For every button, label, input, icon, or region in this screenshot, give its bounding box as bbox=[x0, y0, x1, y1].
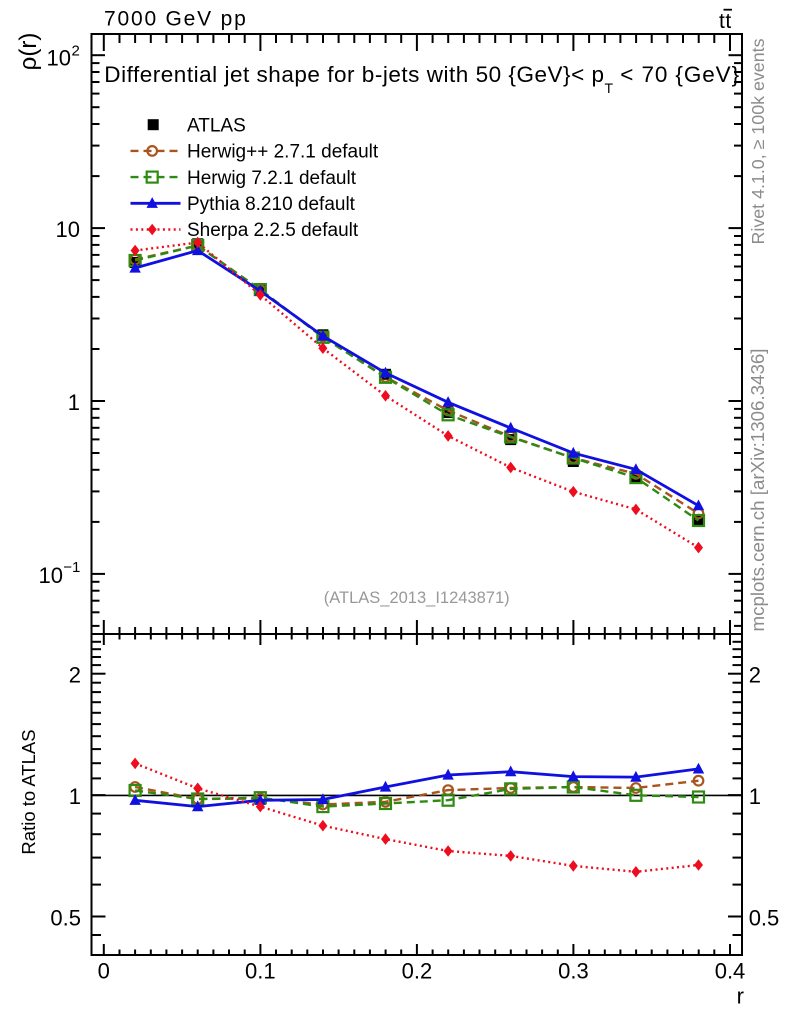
svg-text:0.3: 0.3 bbox=[558, 958, 589, 983]
svg-text:Herwig 7.2.1 default: Herwig 7.2.1 default bbox=[187, 168, 357, 189]
svg-text:10: 10 bbox=[47, 46, 71, 71]
svg-text:ρ(r): ρ(r) bbox=[15, 33, 42, 71]
svg-text:7000 GeV pp: 7000 GeV pp bbox=[104, 8, 248, 31]
svg-text:Herwig++ 2.7.1 default: Herwig++ 2.7.1 default bbox=[187, 142, 379, 163]
svg-text:0.2: 0.2 bbox=[402, 958, 433, 983]
svg-text:−1: −1 bbox=[63, 559, 80, 576]
svg-text:Ratio to ATLAS: Ratio to ATLAS bbox=[18, 729, 39, 854]
svg-text:ATLAS: ATLAS bbox=[187, 115, 246, 136]
svg-text:Rivet 4.1.0, ≥ 100k events: Rivet 4.1.0, ≥ 100k events bbox=[748, 38, 768, 244]
svg-text:tt: tt bbox=[719, 10, 732, 33]
svg-text:2: 2 bbox=[72, 43, 80, 60]
svg-text:2: 2 bbox=[749, 663, 761, 688]
svg-text:Sherpa 2.2.5 default: Sherpa 2.2.5 default bbox=[187, 220, 359, 241]
svg-text:r: r bbox=[737, 984, 744, 1009]
svg-text:0.5: 0.5 bbox=[50, 905, 81, 930]
svg-text:1: 1 bbox=[69, 784, 81, 809]
svg-text:1: 1 bbox=[68, 390, 80, 415]
svg-text:mcplots.cern.ch [arXiv:1306.34: mcplots.cern.ch [arXiv:1306.3436] bbox=[747, 349, 768, 632]
svg-text:0.5: 0.5 bbox=[749, 905, 780, 930]
svg-text:2: 2 bbox=[69, 663, 81, 688]
svg-text:0.1: 0.1 bbox=[245, 958, 276, 983]
svg-text:(ATLAS_2013_I1243871): (ATLAS_2013_I1243871) bbox=[324, 589, 510, 607]
svg-text:Pythia 8.210 default: Pythia 8.210 default bbox=[187, 194, 356, 215]
svg-text:0: 0 bbox=[98, 958, 110, 983]
svg-text:10: 10 bbox=[56, 217, 80, 242]
svg-text:10: 10 bbox=[39, 563, 63, 588]
svg-text:1: 1 bbox=[749, 784, 761, 809]
svg-text:0.4: 0.4 bbox=[715, 958, 746, 983]
